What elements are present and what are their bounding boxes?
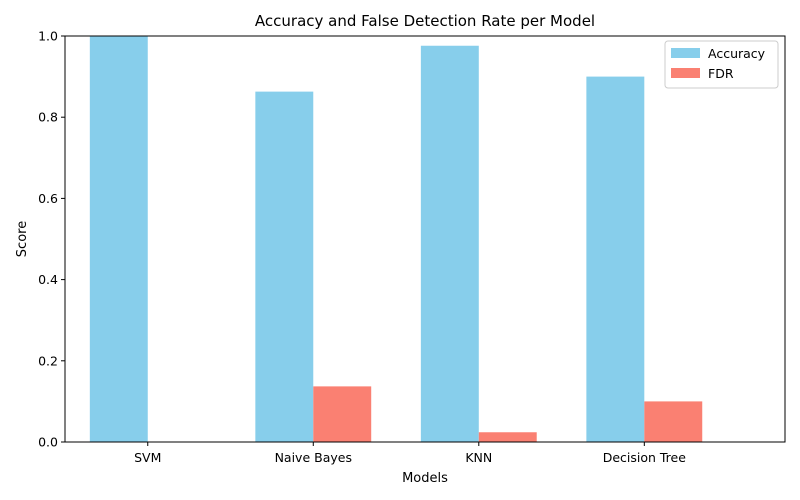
y-tick-label: 0.0 (38, 435, 58, 450)
bar-accuracy-naive-bayes (255, 91, 314, 442)
x-tick-label: Decision Tree (603, 450, 687, 465)
y-axis-title: Score (15, 221, 30, 257)
x-tick-label: KNN (465, 450, 492, 465)
bar-accuracy-decision-tree (586, 76, 645, 442)
y-tick-label: 0.4 (38, 272, 58, 287)
legend-label-accuracy: Accuracy (708, 46, 766, 61)
bar-fdr-naive-bayes (313, 386, 372, 442)
bar-accuracy-knn (420, 45, 479, 443)
x-axis-title: Models (402, 471, 448, 486)
y-tick-label: 0.6 (38, 191, 58, 206)
bar-fdr-decision-tree (644, 401, 703, 442)
y-tick-label: 0.8 (38, 110, 58, 125)
legend-swatch-fdr (671, 68, 700, 78)
bars-layer (89, 36, 703, 443)
x-tick-label: SVM (134, 450, 161, 465)
x-tick-label: Naive Bayes (275, 450, 352, 465)
bar-fdr-knn (478, 432, 537, 442)
y-tick-label: 0.2 (38, 353, 58, 368)
legend-swatch-accuracy (671, 48, 700, 58)
legend-label-fdr: FDR (708, 66, 734, 81)
legend: Accuracy FDR (664, 40, 779, 89)
y-tick-label: 1.0 (38, 29, 58, 44)
plot-frame (64, 35, 786, 443)
axes-layer: 0.0 0.2 0.4 0.6 0.8 1.0 SVM Naive Bayes KNN Decis… (38, 29, 786, 465)
chart-title: Accuracy and False Detection Rate per Mo… (255, 12, 595, 30)
bar-accuracy-svm (89, 36, 148, 442)
